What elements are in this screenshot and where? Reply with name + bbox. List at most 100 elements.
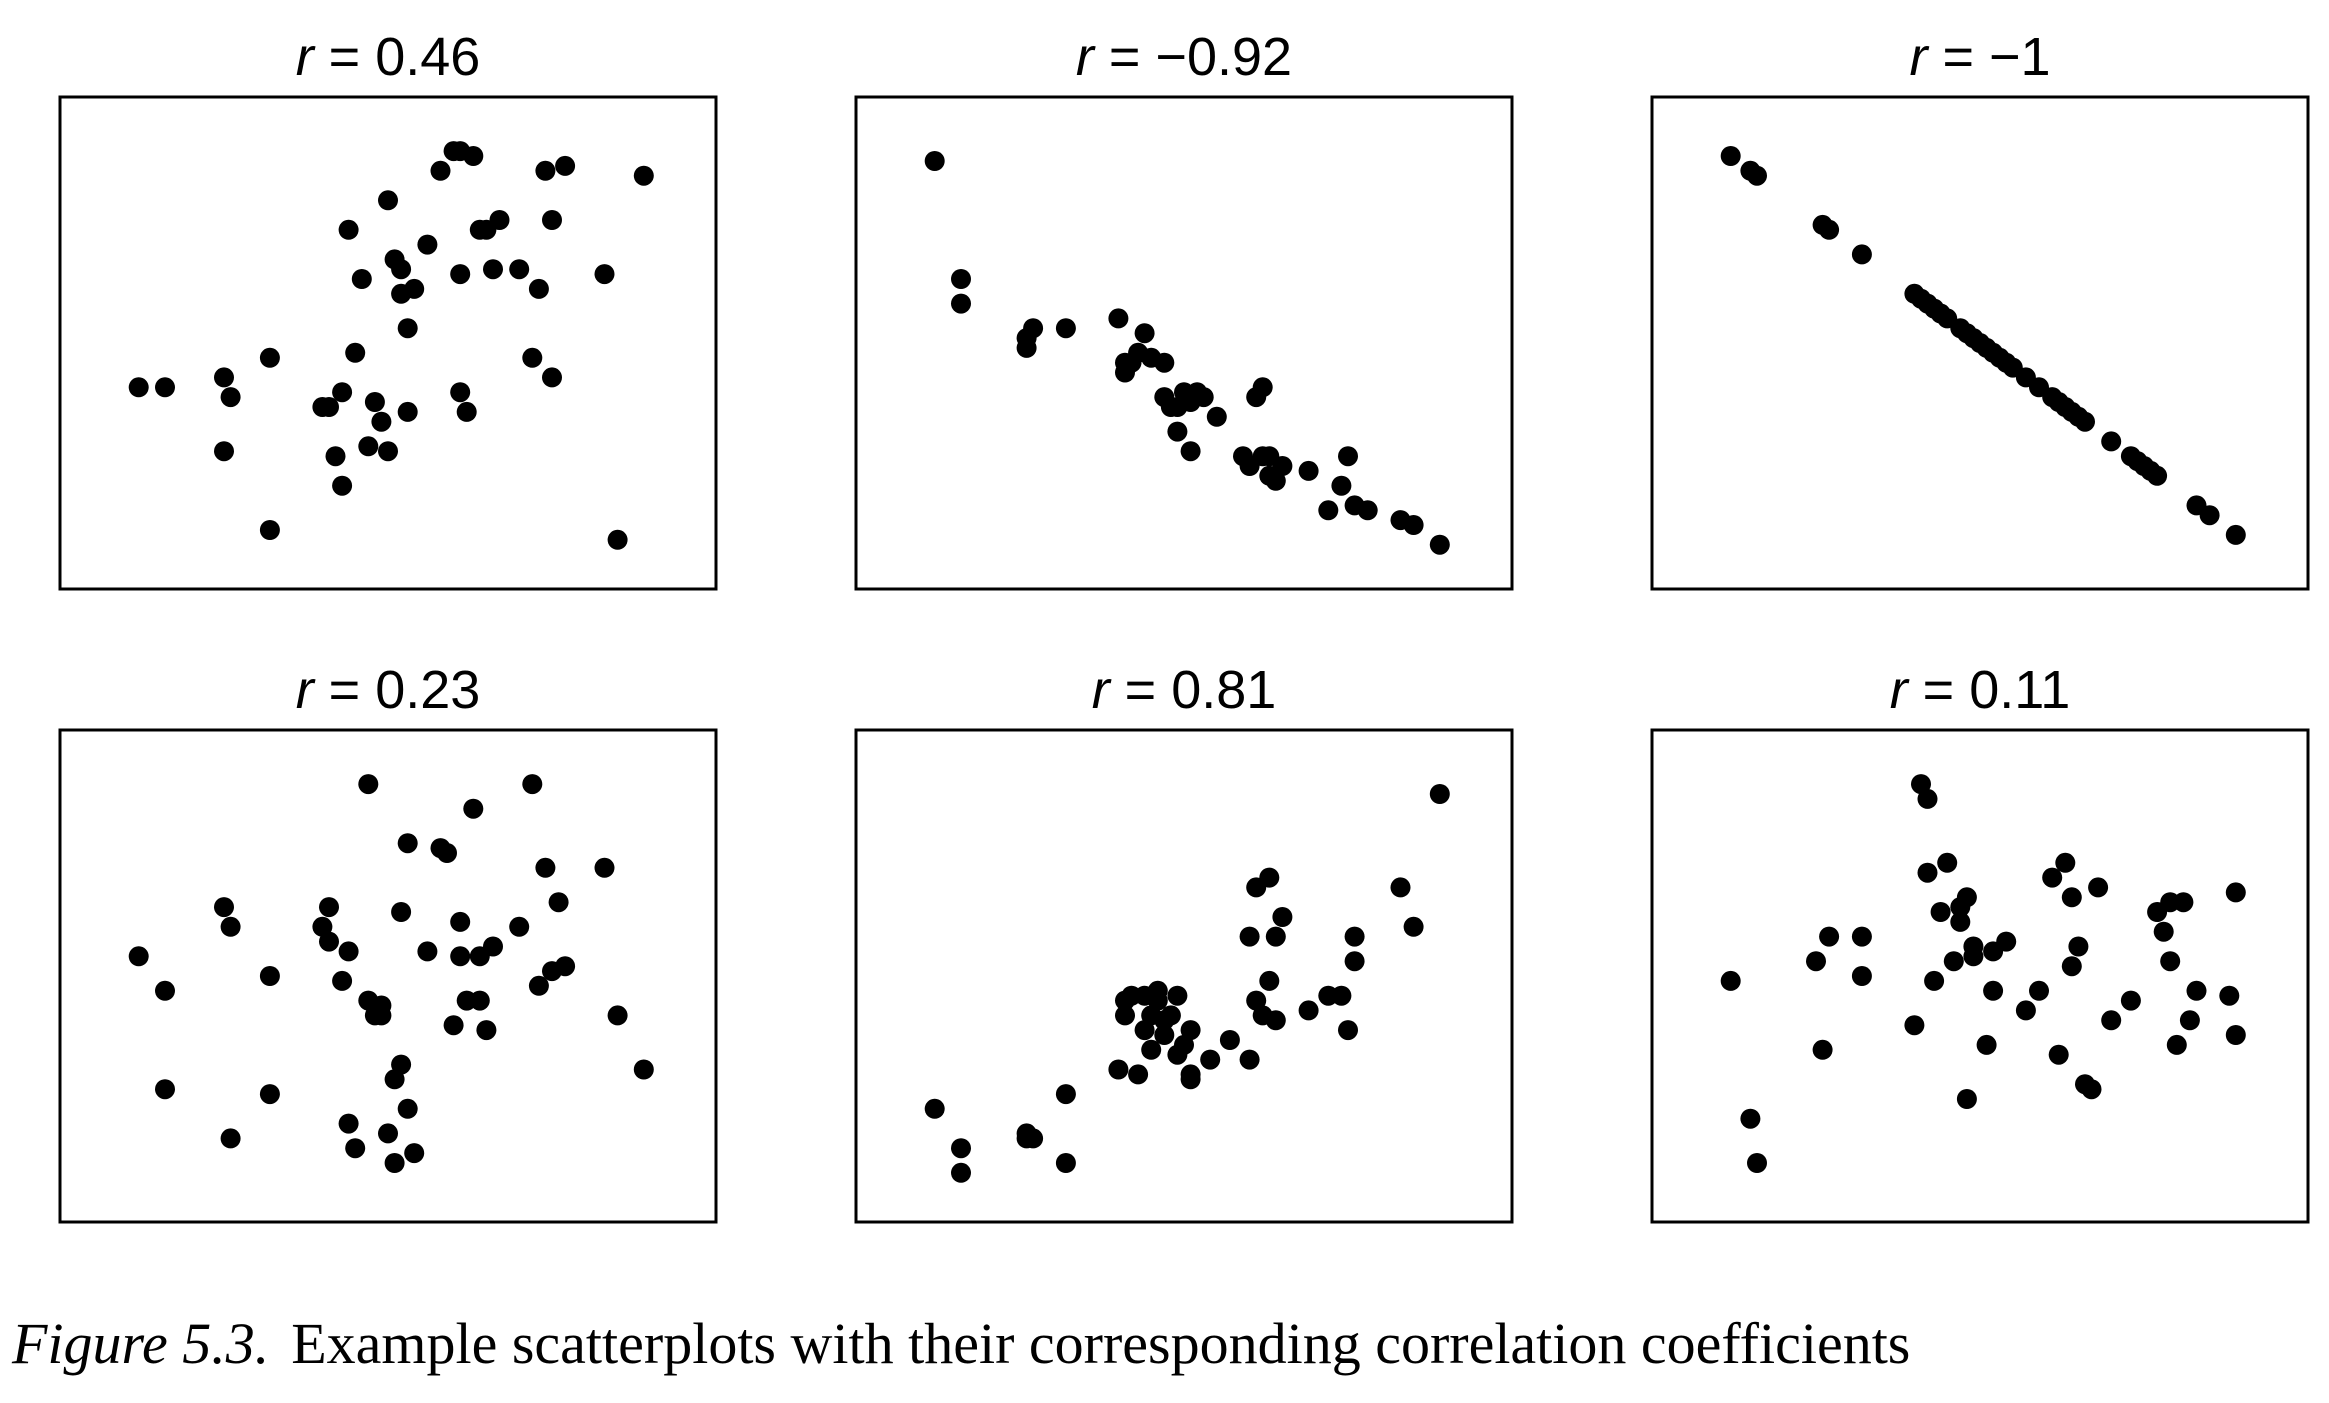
data-point bbox=[259, 966, 280, 986]
panel-title-variable: r bbox=[1092, 660, 1112, 720]
data-point bbox=[128, 377, 149, 398]
data-point bbox=[2199, 505, 2220, 526]
scatter-panel-3: r = −1 bbox=[1650, 27, 2310, 591]
panel-title-value: = 0.23 bbox=[314, 660, 481, 720]
data-point bbox=[391, 259, 412, 280]
data-point bbox=[450, 382, 471, 403]
data-point bbox=[2101, 431, 2122, 452]
data-point bbox=[2081, 1079, 2102, 1100]
panel-title-variable: r bbox=[1076, 27, 1096, 87]
panel-title-3: r = −1 bbox=[1909, 27, 2050, 87]
data-point bbox=[332, 475, 353, 496]
data-point bbox=[1134, 323, 1155, 344]
data-point bbox=[2173, 892, 2194, 913]
data-point bbox=[1956, 1089, 1977, 1109]
data-point bbox=[2225, 524, 2246, 545]
data-point bbox=[397, 1098, 418, 1119]
data-point bbox=[1976, 1034, 1997, 1055]
data-point bbox=[417, 234, 438, 255]
data-point bbox=[1720, 146, 1741, 166]
data-point bbox=[2160, 951, 2181, 972]
scatter-panel-2: r = −0.92 bbox=[854, 27, 1514, 591]
data-point bbox=[951, 1162, 971, 1183]
data-point bbox=[1193, 387, 1214, 408]
scatter-panel-6: r = 0.11 bbox=[1650, 660, 2310, 1224]
data-point bbox=[483, 936, 503, 957]
data-point bbox=[2068, 936, 2089, 957]
data-point bbox=[2061, 956, 2082, 977]
data-point bbox=[535, 857, 556, 878]
data-point bbox=[1318, 500, 1339, 521]
panel-frame-4 bbox=[58, 728, 718, 1224]
panel-title-5: r = 0.81 bbox=[1092, 660, 1277, 720]
data-point bbox=[633, 1059, 654, 1080]
data-point bbox=[1219, 1030, 1240, 1050]
panel-title-variable: r bbox=[1890, 660, 1910, 720]
data-point bbox=[1819, 926, 1840, 947]
data-point bbox=[259, 1084, 280, 1105]
data-point bbox=[594, 857, 615, 878]
data-point bbox=[1747, 1153, 1767, 1173]
panel-title-variable: r bbox=[296, 27, 316, 87]
data-point bbox=[378, 190, 398, 211]
data-point bbox=[456, 401, 477, 422]
caption-label: Figure 5.3. bbox=[12, 1311, 270, 1376]
data-point bbox=[391, 1054, 412, 1075]
data-point bbox=[1055, 1084, 1076, 1105]
data-point bbox=[924, 151, 945, 171]
panel-title-1: r = 0.46 bbox=[296, 27, 481, 87]
data-point bbox=[2179, 1010, 2200, 1031]
data-point bbox=[463, 146, 484, 166]
data-point bbox=[607, 1005, 628, 1026]
data-point bbox=[371, 411, 392, 432]
data-point bbox=[1331, 985, 1352, 1006]
data-point bbox=[2029, 980, 2049, 1001]
data-point bbox=[1154, 352, 1175, 373]
data-point bbox=[1950, 911, 1971, 932]
data-point bbox=[1115, 1005, 1135, 1026]
panel-frame-6 bbox=[1650, 728, 2310, 1224]
panel-title-value: = −1 bbox=[1927, 27, 2050, 87]
data-point bbox=[1917, 788, 1938, 809]
data-point bbox=[1963, 946, 1984, 967]
data-point bbox=[404, 278, 425, 299]
data-point bbox=[1747, 165, 1767, 186]
data-point bbox=[951, 293, 971, 314]
data-point bbox=[2120, 990, 2141, 1011]
panel-title-value: = 0.46 bbox=[314, 27, 481, 87]
data-point bbox=[951, 269, 971, 289]
data-point bbox=[1154, 1025, 1175, 1045]
data-point bbox=[1996, 931, 2017, 952]
data-point bbox=[1344, 926, 1365, 947]
data-point bbox=[951, 1138, 971, 1159]
panel-frame-3 bbox=[1650, 95, 2310, 591]
data-point bbox=[483, 259, 503, 280]
data-point bbox=[1147, 980, 1168, 1001]
data-point bbox=[1180, 1069, 1201, 1090]
data-point bbox=[1331, 475, 1352, 496]
data-point bbox=[364, 392, 385, 412]
data-point bbox=[1259, 970, 1280, 991]
data-point bbox=[155, 1079, 175, 1100]
figure-caption: Figure 5.3. Example scatterplots with the… bbox=[12, 1310, 1910, 1377]
data-point bbox=[214, 897, 234, 918]
panel-frame-5 bbox=[854, 728, 1514, 1224]
data-point bbox=[1819, 219, 1840, 240]
data-point bbox=[607, 529, 628, 550]
data-point bbox=[469, 990, 490, 1011]
data-point bbox=[391, 902, 412, 922]
data-point bbox=[2055, 852, 2076, 873]
data-point bbox=[1983, 980, 2004, 1001]
data-point bbox=[338, 219, 359, 240]
data-point bbox=[404, 1143, 425, 1164]
data-point bbox=[319, 897, 339, 918]
panel-frame-1 bbox=[58, 95, 718, 591]
data-point bbox=[338, 1113, 359, 1134]
data-point bbox=[1259, 867, 1280, 888]
data-point bbox=[325, 446, 346, 467]
scatter-panel-5: r = 0.81 bbox=[854, 660, 1514, 1224]
data-point bbox=[1128, 1064, 1149, 1085]
data-point bbox=[1937, 852, 1958, 873]
data-point bbox=[378, 1123, 398, 1144]
data-point bbox=[1851, 966, 1872, 986]
